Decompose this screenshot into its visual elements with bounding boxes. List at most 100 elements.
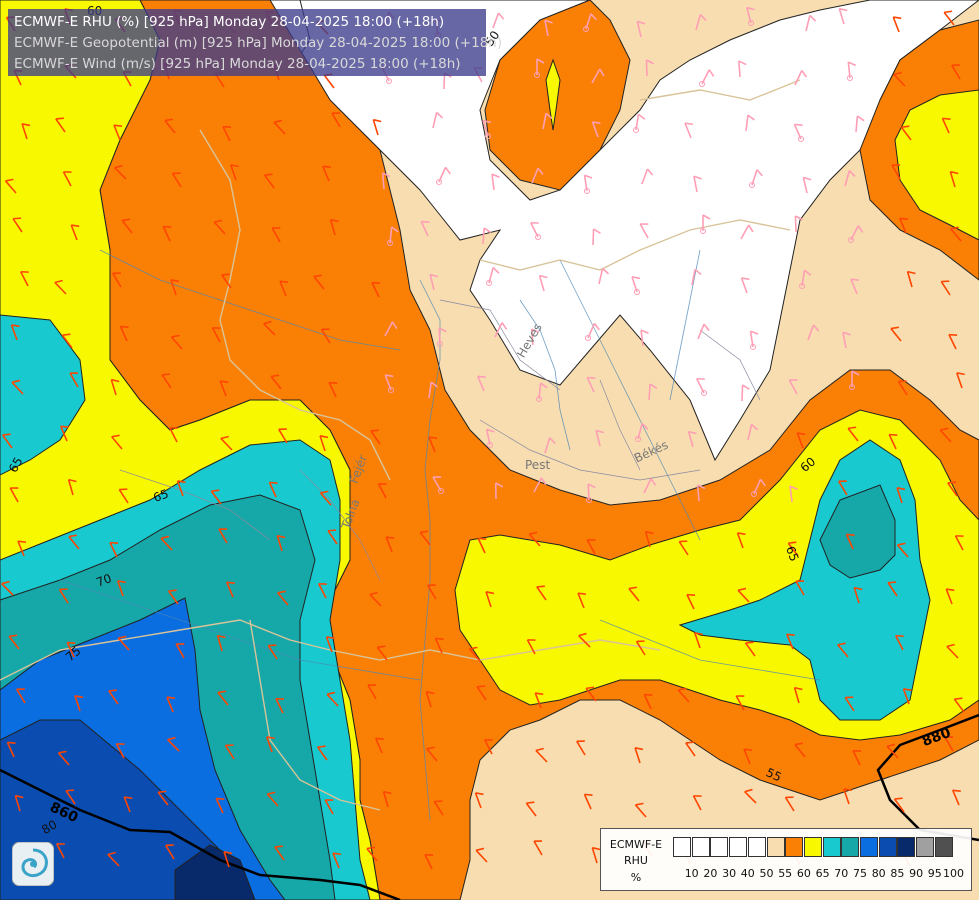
rhu-title: ECMWF-E RHU (%) [925 hPa] Monday 28-04-2… (14, 14, 445, 30)
legend-swatch (785, 837, 804, 857)
legend-swatch (673, 837, 691, 857)
wind-barb (165, 844, 175, 860)
wind-barb (577, 592, 587, 609)
wind-barb (266, 791, 279, 807)
wind-barb (533, 477, 547, 493)
wind-barb (645, 59, 654, 77)
legend-swatch (897, 837, 916, 857)
wind-barb (693, 175, 702, 193)
wind-barb (900, 125, 912, 141)
wind-barb (855, 115, 865, 133)
wind-barb (224, 744, 235, 760)
wind-barb (6, 741, 16, 758)
rhu-65-70-spot-north (545, 58, 561, 131)
wind-barb (107, 851, 120, 867)
legend-swatch (747, 837, 766, 857)
wind-barb (273, 119, 286, 135)
contour-label: 65 (151, 487, 170, 505)
wind-barb (749, 169, 763, 188)
wind-barb (741, 384, 750, 402)
wind-barb (684, 122, 694, 139)
legend-title-unit: % (630, 871, 642, 884)
wind-barb (319, 434, 329, 452)
legend-swatch (878, 837, 897, 857)
wind-barb (635, 640, 646, 656)
wind-barb (494, 322, 508, 338)
wind-barb (807, 324, 820, 341)
wind-barb (436, 166, 451, 185)
wind-barb (795, 580, 805, 596)
wind-barb (941, 117, 951, 134)
wind-barb (536, 382, 548, 402)
wind-barb (484, 738, 493, 755)
wind-barb (847, 426, 859, 442)
wind-barb (268, 481, 278, 498)
wind-barb (326, 691, 339, 707)
wind-barb (176, 480, 186, 497)
wind-barb (112, 272, 122, 288)
wind-barb (69, 372, 79, 388)
wind-barb (737, 587, 750, 603)
legend-swatch (934, 837, 953, 857)
geopotential-title: ECMWF-E Geopotential (m) [925 hPa] Monda… (14, 35, 503, 51)
wind-barb (945, 588, 955, 605)
wind-barb (476, 685, 487, 701)
legend-tick-label: 75 (853, 867, 867, 880)
legend-tick-label: 65 (815, 867, 830, 880)
wind-barb (376, 645, 388, 661)
wind-barb (852, 749, 862, 766)
wind-barb (591, 846, 601, 864)
wind-barb (700, 214, 711, 234)
wind-barb (316, 745, 328, 761)
wind-barb (787, 541, 799, 557)
map-title-panel: ECMWF-E RHU (%) [925 hPa] Monday 28-04-2… (8, 9, 502, 76)
wind-barb (329, 218, 339, 236)
rhu-70-75-area-west (0, 314, 86, 476)
wind-barb (528, 531, 541, 547)
wind-barb (114, 164, 127, 180)
contour-label: 70 (94, 571, 113, 589)
wind-barb (886, 743, 899, 759)
wind-barb (494, 482, 504, 500)
wind-barb (794, 742, 806, 758)
wind-barb (332, 852, 342, 869)
wind-barb (211, 327, 221, 343)
wind-barb (277, 590, 289, 606)
wind-barb (735, 695, 745, 711)
wind-barb (591, 121, 601, 138)
wind-barb (640, 329, 649, 347)
wind-barb (585, 686, 597, 702)
wind-barb (848, 225, 864, 243)
wind-barb (534, 692, 544, 709)
legend-tick-label: 100 (943, 867, 964, 880)
wind-barb (949, 170, 959, 188)
legend-tick-label: 70 (834, 867, 849, 880)
wind-barb (218, 528, 228, 544)
wind-barb (17, 540, 27, 557)
wind-barb (425, 690, 435, 708)
wind-barb (634, 746, 644, 764)
wind-barb (110, 378, 120, 396)
wind-barb (695, 14, 707, 31)
wind-barb (943, 10, 955, 26)
wind-barb (744, 641, 756, 657)
wind-barb (784, 796, 795, 812)
wind-barb (956, 372, 965, 389)
wind-barb (320, 328, 331, 344)
wind-barb (947, 481, 958, 497)
legend-tick-label: 50 (759, 867, 774, 880)
wind-barb (70, 224, 80, 241)
wind-barb (696, 484, 706, 502)
wind-barb (591, 68, 605, 84)
wind-barb (276, 534, 286, 552)
wind-barb (636, 20, 646, 38)
wind-barb (691, 268, 702, 286)
wind-barb (951, 64, 961, 80)
wind-barb (166, 696, 176, 713)
wind-barb (377, 483, 387, 499)
wind-barb (220, 435, 233, 451)
wind-barb (887, 581, 898, 597)
wind-barb (576, 740, 586, 756)
wind-barb (162, 225, 172, 242)
